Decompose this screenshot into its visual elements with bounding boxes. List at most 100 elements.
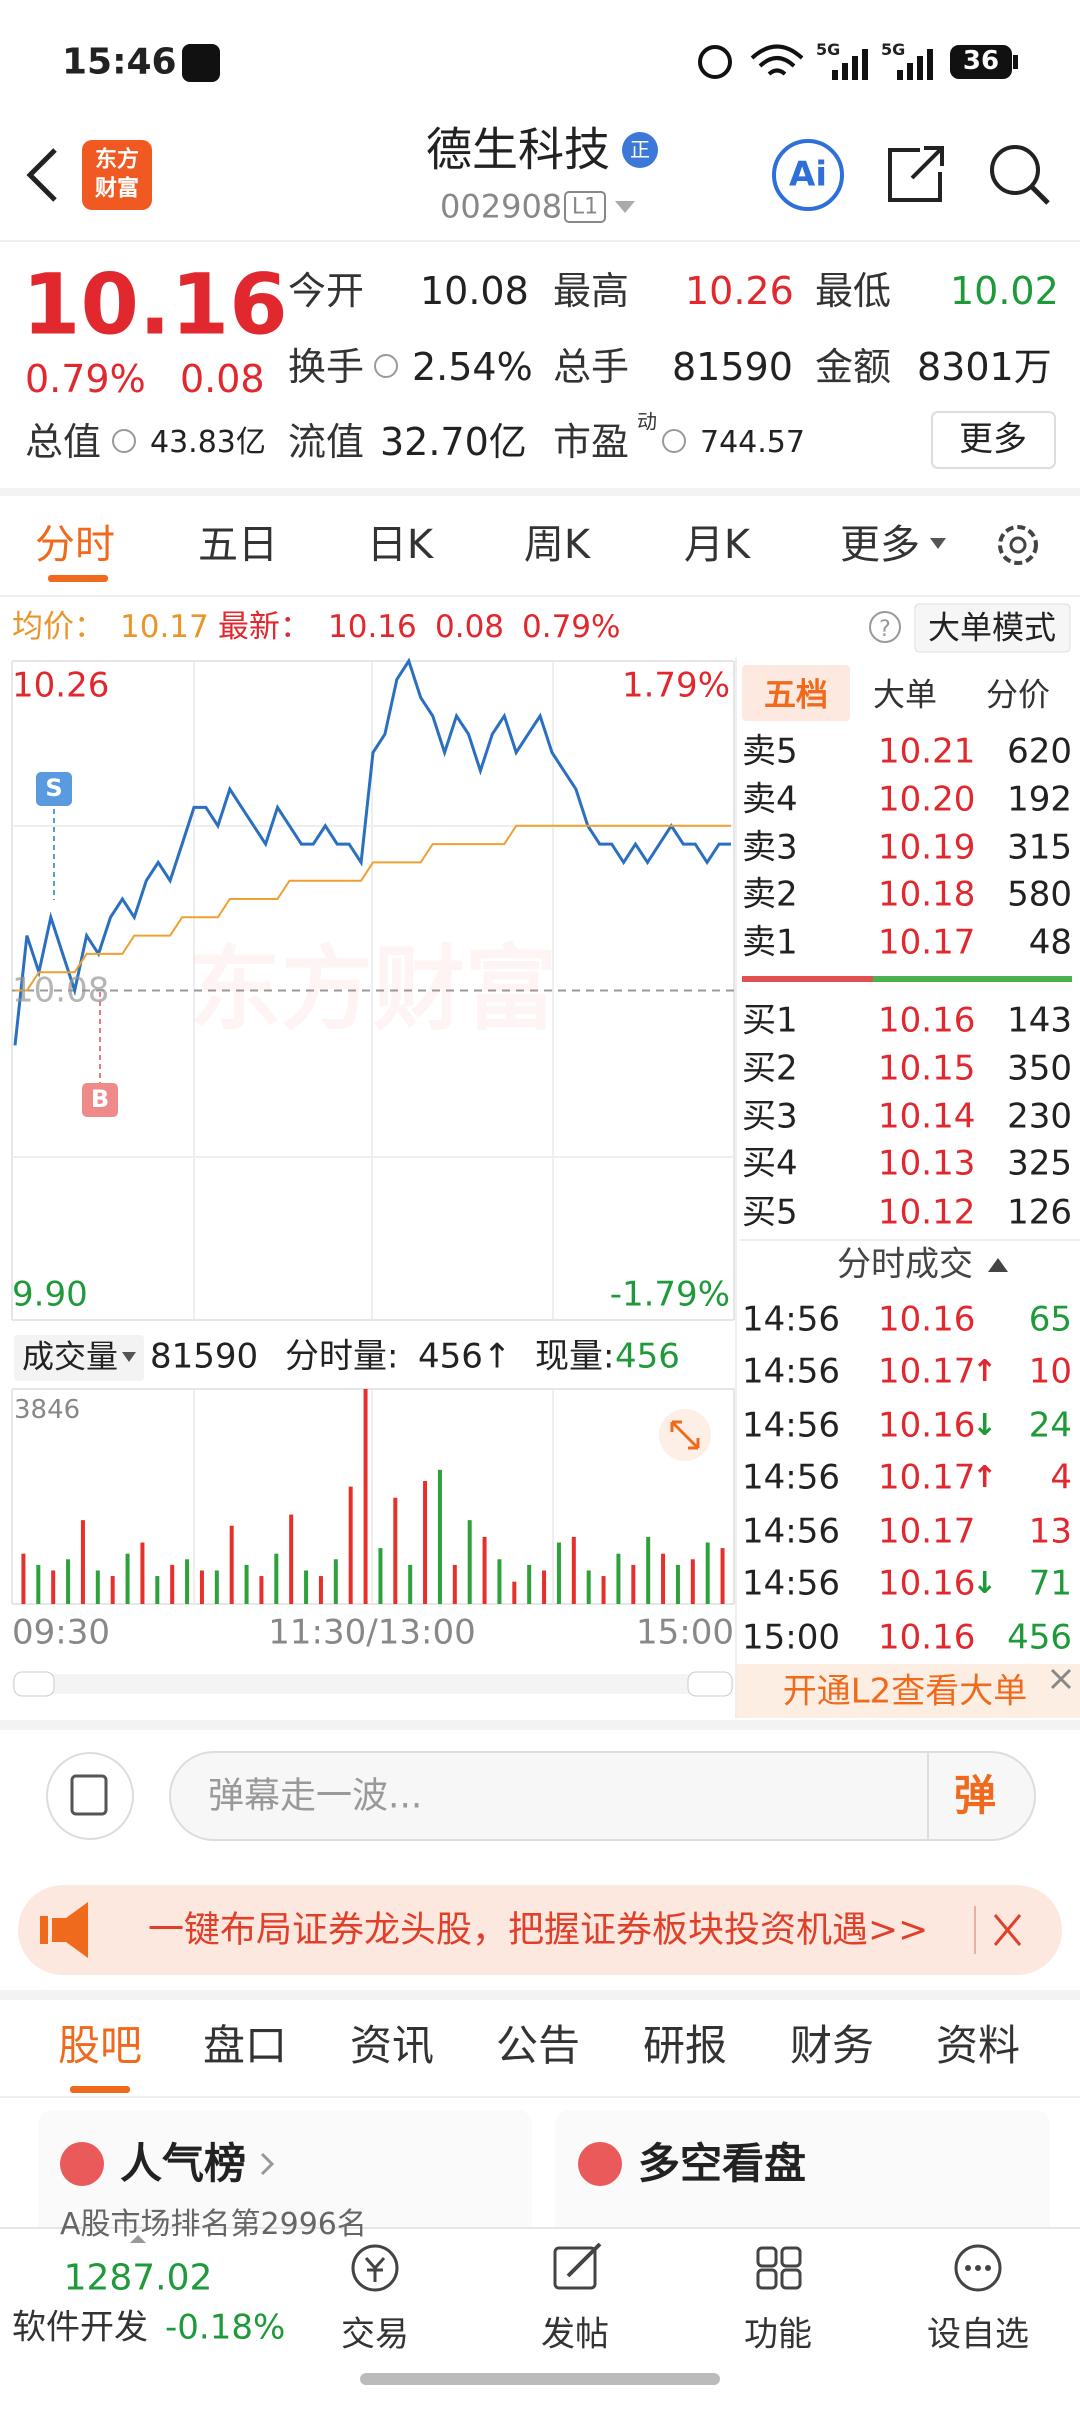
chart-tab[interactable]: 月K [683, 522, 751, 568]
mode-text[interactable]: 大单模式 [927, 608, 1057, 647]
book-tab[interactable]: 大单 [872, 675, 938, 714]
section-tab[interactable]: 研报 [642, 2020, 728, 2070]
field-label: 总值 [25, 420, 102, 465]
trade-volume: 4 [1050, 1457, 1072, 1498]
volume-bar [690, 1559, 695, 1604]
chart-tab[interactable]: 分时 [35, 522, 115, 568]
card[interactable] [555, 2110, 1050, 2260]
more-text[interactable]: 更多 [959, 419, 1027, 460]
trade-time: 14:56 [742, 1405, 840, 1446]
trade-price: 10.16 [878, 1405, 976, 1446]
ai-button[interactable] [772, 139, 844, 211]
volume-bar [170, 1564, 175, 1604]
section-tab[interactable]: 股吧 [57, 2020, 143, 2070]
volume-bar [51, 1570, 56, 1604]
wifi-icon [750, 44, 804, 76]
arrow-up [130, 2235, 146, 2243]
field-value: 10.02 [950, 269, 1059, 314]
index-name[interactable]: 软件开发 [12, 2307, 148, 2348]
card[interactable] [38, 2110, 532, 2260]
more-button[interactable] [931, 411, 1056, 469]
volume-selector[interactable] [14, 1335, 144, 1381]
volume-bar [646, 1536, 651, 1604]
volume-bar [36, 1564, 41, 1604]
volume-bar [512, 1581, 517, 1604]
level-box [564, 191, 606, 223]
bid-volume: 143 [1007, 1000, 1072, 1041]
section-tab[interactable]: 财务 [789, 2020, 875, 2070]
l2-banner[interactable] [737, 1664, 1080, 1718]
bid-price: 10.16 [878, 1000, 976, 1041]
share-button[interactable] [888, 146, 944, 202]
nav-icon [566, 2242, 602, 2278]
trade-time: 14:56 [742, 1457, 840, 1498]
index-value[interactable]: 1287.02 [63, 2257, 213, 2299]
volume-bar [348, 1486, 353, 1604]
nav-item[interactable]: 发帖 [541, 2314, 609, 2355]
book-tab[interactable]: 分价 [985, 675, 1051, 714]
close-icon[interactable] [993, 1914, 1022, 1946]
trade-price: 10.17 [878, 1511, 976, 1552]
nav-item[interactable]: 功能 [744, 2314, 812, 2355]
trades-title: 分时成交 [837, 1244, 973, 1285]
volume-bar [214, 1570, 219, 1604]
section-tab[interactable]: 资讯 [349, 2020, 435, 2070]
chart-tab[interactable]: 日K [366, 522, 434, 568]
trade-volume: 24 [1028, 1405, 1072, 1446]
mode-button[interactable] [914, 603, 1071, 653]
nav-icon [756, 2246, 778, 2268]
section-gap [0, 1990, 1080, 2000]
app-icon [182, 44, 220, 82]
ask-volume: 315 [1007, 827, 1072, 868]
x-tick-label: 11:30/13:00 [268, 1612, 476, 1653]
tab-highlight [742, 665, 850, 721]
bid-label: 买5 [742, 1192, 798, 1233]
l2-text[interactable]: 开通L2查看大单 [782, 1671, 1028, 1712]
ask-volume: 192 [1007, 779, 1072, 820]
scroll-handle[interactable] [687, 1671, 733, 1697]
field-label: 流值 [288, 420, 365, 465]
index-change[interactable]: -0.18% [165, 2307, 286, 2348]
volume-bar [542, 1570, 547, 1604]
volume-label[interactable]: 成交量 [22, 1337, 119, 1376]
back-button[interactable] [26, 148, 57, 202]
volume-bar [80, 1520, 85, 1604]
close-icon[interactable] [1050, 1668, 1072, 1690]
danmaku-input[interactable] [169, 1751, 1036, 1841]
settings-button[interactable] [998, 525, 1038, 565]
field-label: 最高 [553, 269, 630, 314]
nav-item[interactable]: 交易 [341, 2314, 409, 2355]
help-icon [869, 611, 901, 643]
trade-price: 10.16 [878, 1617, 976, 1658]
field-value: 10.26 [685, 269, 794, 314]
chart-tab[interactable]: 周K [523, 522, 591, 568]
section-tab[interactable]: 资料 [935, 2020, 1021, 2070]
promo-banner[interactable] [18, 1885, 1062, 1975]
settings-core [1009, 536, 1027, 554]
ai-text[interactable]: Ai [789, 154, 827, 195]
card-title[interactable]: 人气榜 [120, 2138, 247, 2188]
book-tab[interactable]: 五档 [763, 675, 829, 714]
ask-price: 10.18 [878, 874, 976, 915]
danmaku-button[interactable]: 弹 [953, 1770, 997, 1820]
home-indicator [360, 2373, 720, 2385]
trade-time: 15:00 [742, 1617, 840, 1658]
chart-tab[interactable]: 五日 [198, 522, 278, 568]
danmaku-settings[interactable] [46, 1752, 134, 1840]
section-tab[interactable]: 公告 [495, 2020, 581, 2070]
card-title[interactable]: 多空看盘 [638, 2138, 807, 2188]
section-tab[interactable]: 盘口 [202, 2020, 288, 2070]
volume-bar [244, 1564, 249, 1604]
promo-text[interactable]: 一键布局证券龙头股，把握证券板块投资机遇>> [148, 1909, 929, 1951]
danmaku-placeholder[interactable]: 弹幕走一波... [208, 1775, 423, 1817]
volume-bar [229, 1525, 234, 1604]
trade-volume: 71 [1028, 1563, 1072, 1604]
trade-arrow: ↑ [972, 1353, 998, 1389]
scroll-handle[interactable] [13, 1671, 55, 1697]
search-button[interactable] [990, 145, 1040, 195]
current-volume: 456 [615, 1336, 680, 1377]
nav-item[interactable]: 设自选 [927, 2314, 1029, 2355]
card-subtitle: A股市场排名第2996名 [60, 2206, 367, 2242]
trade-time: 14:56 [742, 1563, 840, 1604]
chart-tab[interactable]: 更多 [840, 522, 920, 568]
